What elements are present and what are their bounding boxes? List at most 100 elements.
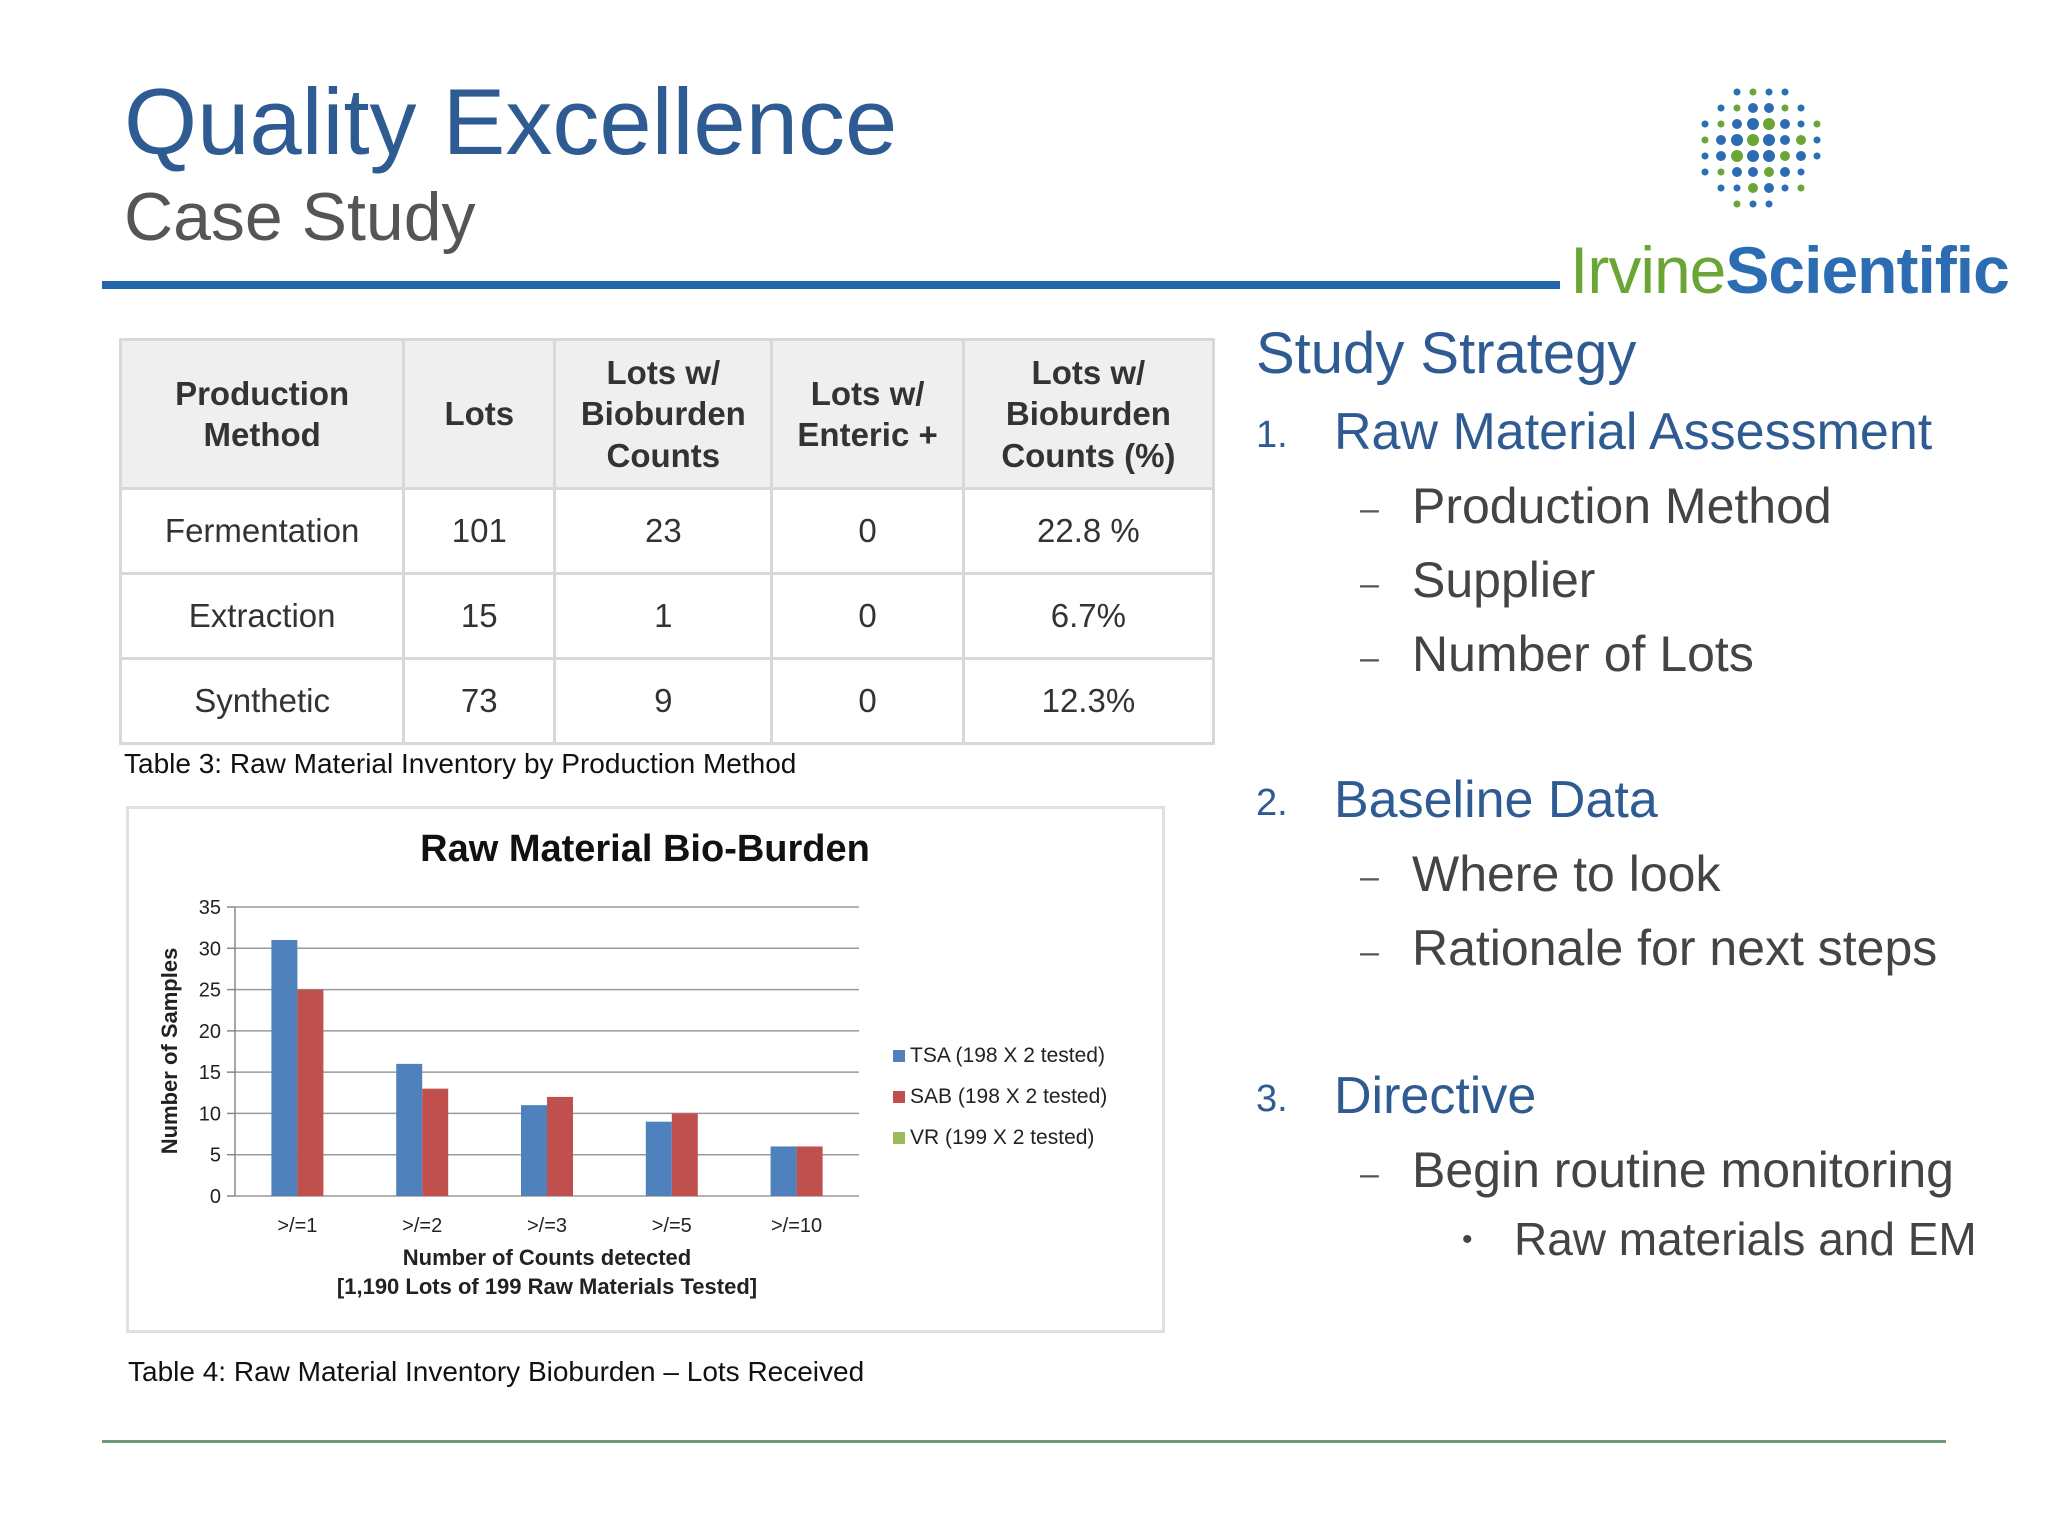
logo-dot [1797, 104, 1805, 112]
y-tick-label: 0 [210, 1186, 221, 1208]
logo-dot [1731, 134, 1743, 146]
col-header-production-method: Production Method [118, 338, 406, 490]
bioburden-chart-svg: Raw Material Bio-Burden 0 5 10 15 20 25 30 35 >/=… [157, 828, 1107, 1299]
logo-dot [1781, 104, 1789, 112]
bar [271, 940, 298, 1196]
cell-method: Fermentation [118, 487, 406, 575]
logo-dot-grid-icon [1701, 88, 1821, 208]
cell-enteric: 0 [770, 572, 965, 660]
logo-dot [1701, 168, 1709, 176]
logo-text-scientific: Scientific [1725, 233, 2009, 307]
x-tick-label: >/=5 [652, 1215, 692, 1237]
slide-title: Quality Excellence [124, 69, 898, 174]
bar [796, 1146, 823, 1196]
y-axis-label: Number of Samples [157, 948, 182, 1155]
logo-dot [1763, 118, 1775, 130]
strategy-item-baseline-data: Baseline Data [1334, 771, 1658, 829]
logo-dot [1701, 120, 1709, 128]
logo-dot [1733, 200, 1741, 208]
bar [422, 1088, 449, 1196]
title-divider [102, 281, 1560, 289]
logo-dot [1717, 168, 1725, 176]
cell-method: Synthetic [118, 657, 406, 745]
cell-bioburden: 1 [553, 572, 774, 660]
logo-dot [1717, 104, 1725, 112]
bar [645, 1121, 672, 1196]
chart-caption: Table 4: Raw Material Inventory Bioburde… [128, 1356, 865, 1387]
subitem-begin-routine-monitoring: Begin routine monitoring [1412, 1142, 1954, 1198]
item-number: 3. [1256, 1078, 1288, 1120]
logo-dot [1731, 150, 1743, 162]
table-caption: Table 3: Raw Material Inventory by Produ… [124, 748, 797, 779]
logo-dot [1813, 120, 1821, 128]
col-header-lots-bioburden: Lots w/ Bioburden Counts [553, 338, 774, 490]
logo-text-irvine: Irvine [1570, 233, 1726, 307]
table-row: Extraction 15 1 0 6.7% [118, 572, 1216, 660]
logo-dot [1763, 134, 1775, 146]
logo-dot [1765, 88, 1773, 96]
col-header-lots: Lots [402, 338, 557, 490]
table-row: Fermentation 101 23 0 22.8 % [118, 487, 1216, 575]
x-tick-label: >/=3 [527, 1215, 567, 1237]
bar [770, 1146, 797, 1196]
y-tick-label: 30 [199, 938, 221, 960]
col-header-bioburden-pct: Lots w/ Bioburden Counts (%) [961, 338, 1216, 490]
subitem-supplier: Supplier [1412, 552, 1596, 608]
legend-label: SAB (198 X 2 tested) [910, 1085, 1107, 1108]
dash-marker: – [1360, 933, 1379, 971]
logo-dot [1747, 118, 1759, 130]
logo-dot [1781, 88, 1789, 96]
bar [521, 1105, 547, 1196]
chart-title: Raw Material Bio-Burden [420, 828, 870, 870]
logo-dot [1732, 167, 1742, 177]
x-tick-label: >/=10 [771, 1215, 822, 1237]
col-header-lots-enteric: Lots w/ Enteric + [770, 338, 965, 490]
bullet-marker: • [1462, 1223, 1473, 1256]
logo-dot [1780, 167, 1790, 177]
y-tick-label: 10 [199, 1103, 221, 1125]
logo-dot [1796, 135, 1806, 145]
logo-dot [1717, 184, 1725, 192]
legend-swatch [893, 1050, 905, 1062]
bioburden-chart: Raw Material Bio-Burden 0 5 10 15 20 25 30 35 >/=… [126, 806, 1165, 1333]
logo-dot [1796, 151, 1806, 161]
logo-dot [1716, 151, 1726, 161]
subitem-rationale: Rationale for next steps [1412, 920, 1938, 976]
logo-dot [1747, 150, 1759, 162]
dash-marker: – [1360, 490, 1379, 528]
logo-dot [1717, 120, 1725, 128]
logo-dot [1797, 168, 1805, 176]
cell-lots: 15 [402, 572, 557, 660]
raw-material-table: Production Method Lots Lots w/ Bioburden… [118, 338, 1216, 745]
legend-label: TSA (198 X 2 tested) [910, 1044, 1105, 1067]
logo-dot [1764, 183, 1774, 193]
dash-marker: – [1360, 1155, 1379, 1193]
logo-dot [1764, 167, 1774, 177]
logo-dot [1781, 184, 1789, 192]
logo-dot [1797, 184, 1805, 192]
table-header-row: Production Method Lots Lots w/ Bioburden… [118, 338, 1216, 490]
subitem-number-of-lots: Number of Lots [1412, 626, 1754, 682]
study-strategy-heading: Study Strategy [1256, 321, 1637, 386]
cell-enteric: 0 [770, 487, 965, 575]
logo-dot [1780, 151, 1790, 161]
slide-subtitle: Case Study [124, 179, 476, 255]
y-tick-label: 25 [199, 980, 221, 1002]
strategy-item-directive: Directive [1334, 1067, 1537, 1125]
logo-dot [1748, 183, 1758, 193]
cell-bioburden: 9 [553, 657, 774, 745]
cell-lots: 73 [402, 657, 557, 745]
logo-dot [1733, 104, 1741, 112]
irvine-scientific-logo: IrvineScientific [1570, 82, 2010, 307]
cell-lots: 101 [402, 487, 557, 575]
cell-enteric: 0 [770, 657, 965, 745]
logo-dot [1701, 152, 1709, 160]
legend-swatch [893, 1132, 905, 1144]
logo-dot [1733, 184, 1741, 192]
bar [297, 989, 324, 1196]
table-row: Synthetic 73 9 0 12.3% [118, 657, 1216, 745]
subsubitem-raw-materials-em: Raw materials and EM [1514, 1213, 1977, 1265]
y-tick-label: 15 [199, 1062, 221, 1084]
logo-dot [1765, 200, 1773, 208]
logo-dot [1733, 88, 1741, 96]
